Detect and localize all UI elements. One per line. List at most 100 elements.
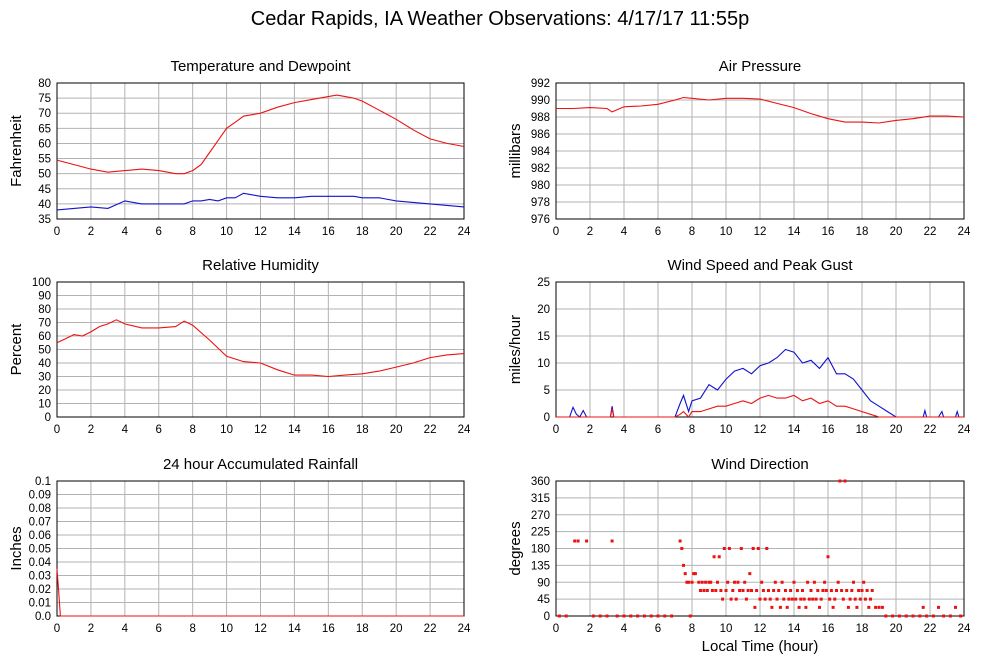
data-point (819, 597, 823, 601)
y-tick-label: 30 (38, 372, 51, 384)
data-point (831, 605, 835, 609)
data-point (709, 580, 713, 584)
y-tick-label: 978 (531, 197, 550, 209)
data-point (828, 597, 832, 601)
data-point (680, 547, 684, 550)
x-tick-label: 4 (122, 623, 129, 635)
x-tick-label: 22 (924, 623, 937, 635)
data-point (811, 597, 815, 601)
x-tick-label: 2 (88, 226, 94, 238)
x-tick-label: 22 (424, 226, 437, 238)
data-point (846, 605, 850, 609)
data-point (663, 614, 667, 618)
data-point (948, 614, 952, 618)
data-point (731, 589, 735, 592)
x-tick-label: 16 (822, 623, 835, 635)
data-point (729, 597, 733, 601)
x-tick-label: 8 (689, 623, 695, 635)
data-point (870, 589, 874, 592)
data-point (884, 614, 888, 618)
x-tick-label: 12 (254, 623, 267, 635)
data-point (721, 597, 725, 601)
y-tick-label: 80 (38, 78, 51, 90)
data-point (636, 614, 640, 618)
x-tick-label: 6 (655, 623, 661, 635)
y-tick-label: 315 (531, 493, 550, 505)
x-tick-label: 4 (621, 424, 628, 436)
data-point (772, 589, 776, 592)
data-point (744, 597, 748, 601)
y-tick-label: 360 (531, 476, 550, 488)
data-point (835, 589, 838, 592)
data-point (833, 597, 837, 601)
x-tick-label: 10 (220, 226, 233, 238)
y-tick-label: 25 (537, 277, 550, 289)
y-tick-label: 0 (544, 412, 550, 424)
y-tick-label: 90 (537, 577, 550, 589)
panel-0: 0 2 4 6 8 10 12 14 16 18 20 22 243540455055606570758… (8, 58, 471, 238)
data-point (862, 580, 866, 584)
data-point (925, 614, 929, 618)
x-tick-label: 8 (689, 424, 695, 436)
plot-frame (56, 82, 465, 220)
data-point (722, 547, 726, 550)
data-point (826, 555, 830, 559)
data-point (770, 605, 774, 609)
data-point (598, 614, 602, 618)
y-tick-label: 90 (38, 291, 51, 303)
data-point (768, 597, 772, 601)
y-tick-label: 5 (544, 385, 550, 397)
data-point (809, 589, 813, 592)
y-tick-label: 270 (531, 510, 550, 522)
y-tick-label: 180 (531, 544, 550, 556)
data-point (705, 589, 709, 592)
data-point (843, 479, 847, 483)
data-point (585, 539, 589, 543)
data-point (642, 614, 646, 618)
y-axis-label: Fahrenheit (8, 114, 25, 187)
data-point (755, 589, 759, 592)
y-tick-label: 980 (531, 180, 550, 192)
data-point (767, 589, 770, 592)
x-tick-label: 22 (924, 424, 937, 436)
x-tick-label: 8 (689, 226, 695, 238)
data-point (904, 614, 908, 618)
data-point (564, 614, 568, 618)
data-point (921, 605, 925, 609)
x-tick-label: 14 (288, 623, 301, 635)
x-tick-label: 16 (322, 424, 335, 436)
data-point (816, 589, 820, 592)
data-point (700, 580, 704, 584)
data-point (773, 580, 777, 584)
y-tick-label: 50 (38, 169, 51, 181)
data-point (748, 572, 752, 576)
y-axis-label: degrees (507, 521, 524, 575)
series-line-red (56, 319, 465, 378)
data-point (792, 580, 796, 584)
data-point (867, 605, 871, 609)
y-tick-label: 0 (544, 611, 550, 623)
y-axis-label: Percent (8, 323, 25, 376)
x-tick-label: 10 (720, 424, 733, 436)
plot-frame (555, 281, 965, 418)
y-axis-label: millibars (507, 123, 524, 178)
data-point (848, 597, 852, 601)
series-line-blue (56, 192, 465, 211)
y-tick-label: 0.09 (29, 490, 51, 502)
x-tick-label: 0 (553, 226, 559, 238)
x-tick-label: 14 (288, 424, 301, 436)
data-point (937, 605, 940, 609)
data-point (869, 597, 872, 601)
x-tick-label: 18 (356, 623, 369, 635)
x-tick-label: 10 (720, 226, 733, 238)
y-tick-label: 0.02 (29, 584, 51, 596)
data-point (857, 589, 861, 592)
data-point (807, 597, 811, 601)
data-point (801, 589, 804, 592)
data-point (804, 605, 808, 609)
x-tick-label: 4 (621, 623, 628, 635)
y-tick-label: 40 (38, 358, 51, 370)
data-point (697, 580, 701, 584)
x-tick-label: 8 (189, 623, 195, 635)
x-tick-label: 12 (754, 623, 767, 635)
